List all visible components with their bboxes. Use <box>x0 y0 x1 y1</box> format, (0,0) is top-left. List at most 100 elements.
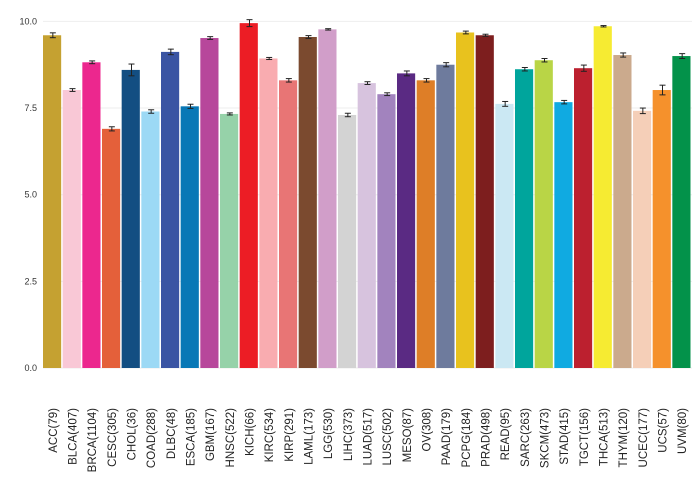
bar <box>259 58 278 368</box>
bar <box>200 38 219 369</box>
bar <box>318 29 337 368</box>
bar <box>220 113 239 369</box>
x-category-label: THYM(120) <box>618 408 630 468</box>
bar <box>180 106 199 368</box>
error-bar <box>108 126 115 132</box>
error-bar <box>325 28 332 31</box>
bar <box>82 62 101 368</box>
error-bar <box>187 103 194 109</box>
error-bar <box>207 36 214 40</box>
error-bar <box>541 57 548 63</box>
x-axis-labels: ACC(79) BLCA(407) BRCA(1104) CESC(305) CHOL(… <box>48 408 689 473</box>
x-category-label: KIRC(534) <box>264 408 276 462</box>
x-category-label: ESCA(185) <box>186 408 198 466</box>
x-category-label: UCEC(177) <box>638 408 650 468</box>
bar <box>633 110 652 369</box>
bar <box>161 51 180 369</box>
bar <box>239 23 258 368</box>
x-category-label: MESO(87) <box>402 408 414 462</box>
x-category-label: COAD(288) <box>146 408 158 468</box>
x-category-label: LUSC(502) <box>382 408 394 466</box>
x-category-label: STAD(415) <box>559 408 571 465</box>
bar <box>377 94 396 369</box>
x-category-label: UVM(80) <box>677 408 689 454</box>
error-bar <box>639 107 646 115</box>
bar <box>298 36 317 368</box>
error-bar <box>502 100 509 107</box>
error-bar <box>521 66 528 72</box>
x-category-label: ACC(79) <box>48 408 60 453</box>
x-category-label: THCA(513) <box>599 408 611 466</box>
error-bar <box>403 70 410 77</box>
error-bar <box>364 81 371 85</box>
x-category-label: READ(95) <box>500 408 512 461</box>
error-bar <box>561 99 568 105</box>
error-bar <box>246 19 253 28</box>
x-category-label: PAAD(179) <box>441 408 453 465</box>
x-category-label: GBM(167) <box>205 408 217 461</box>
x-category-label: PRAD(498) <box>481 408 493 467</box>
y-tick-label: 0.0 <box>24 363 37 373</box>
error-bars <box>49 19 686 132</box>
bars <box>43 23 691 369</box>
y-tick-label: 2.5 <box>24 276 37 286</box>
error-bar <box>659 84 666 96</box>
x-category-label: TGCT(156) <box>579 408 591 466</box>
bar <box>515 69 534 368</box>
error-bar <box>344 112 351 118</box>
error-bar <box>580 64 587 72</box>
bar <box>397 73 416 368</box>
error-bar <box>482 33 489 37</box>
bar <box>554 102 573 368</box>
bar <box>475 35 494 368</box>
x-category-label: KIRP(291) <box>284 408 296 462</box>
y-tick-label: 5.0 <box>24 190 37 200</box>
x-category-label: UCS(57) <box>658 408 670 453</box>
bar <box>436 64 455 368</box>
error-bar <box>285 78 292 83</box>
bar <box>416 80 435 369</box>
y-tick-label: 10.0 <box>19 16 37 26</box>
bar <box>672 56 691 368</box>
bar <box>613 55 632 369</box>
error-bar <box>620 52 627 58</box>
x-category-label: LIHC(373) <box>343 408 355 461</box>
error-bar <box>600 25 607 28</box>
bar <box>495 103 514 369</box>
x-category-label: HNSC(522) <box>225 408 237 468</box>
error-bar <box>226 112 233 116</box>
bar <box>279 80 298 369</box>
bar <box>102 128 121 368</box>
x-category-label: LUAD(517) <box>363 408 375 466</box>
bar <box>141 111 160 369</box>
bar <box>43 35 62 368</box>
bar <box>62 90 81 369</box>
error-bar <box>305 35 312 39</box>
bar <box>574 68 593 368</box>
x-category-label: SARC(263) <box>520 408 532 467</box>
error-bar <box>443 62 450 68</box>
x-category-label: PCPG(184) <box>461 408 473 468</box>
error-bar <box>148 109 155 114</box>
x-category-label: CHOL(36) <box>127 408 139 461</box>
x-category-label: KICH(66) <box>245 408 257 456</box>
bar <box>593 26 612 368</box>
x-category-label: BRCA(1104) <box>87 408 99 473</box>
bar <box>357 83 376 368</box>
x-category-label: CESC(305) <box>107 408 119 467</box>
bar <box>121 69 140 368</box>
x-category-label: DLBC(48) <box>166 408 178 459</box>
error-bar <box>266 56 273 61</box>
x-category-label: BLCA(407) <box>68 408 80 465</box>
error-bar <box>679 53 686 59</box>
error-bar <box>167 48 174 56</box>
bar <box>456 32 475 368</box>
error-bar <box>462 30 469 35</box>
y-axis-ticks: 0.0 2.5 5.0 7.5 10.0 <box>19 16 37 373</box>
error-bar <box>69 88 76 92</box>
bar <box>652 90 671 369</box>
error-bar <box>49 32 56 39</box>
bar <box>338 114 357 368</box>
